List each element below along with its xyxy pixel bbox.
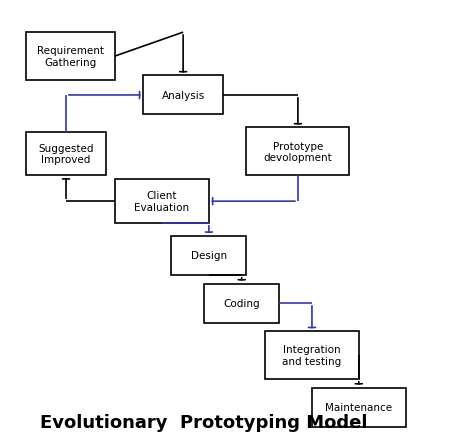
Text: Design: Design [191,251,227,261]
FancyBboxPatch shape [246,128,349,176]
Text: Requirement
Gathering: Requirement Gathering [37,46,104,67]
Text: Maintenance: Maintenance [325,402,392,412]
Text: Client
Evaluation: Client Evaluation [135,191,190,212]
FancyBboxPatch shape [204,284,279,323]
Text: Evolutionary  Prototyping Model: Evolutionary Prototyping Model [40,413,368,431]
Text: Prototype
devolopment: Prototype devolopment [264,141,332,163]
Text: Coding: Coding [223,298,260,308]
FancyBboxPatch shape [115,180,209,223]
FancyBboxPatch shape [265,332,359,379]
FancyBboxPatch shape [143,76,223,115]
Text: Suggested
Improved: Suggested Improved [38,143,94,165]
Text: Analysis: Analysis [162,91,205,101]
FancyBboxPatch shape [312,388,406,427]
FancyBboxPatch shape [26,133,106,176]
Text: Integration
and testing: Integration and testing [283,344,342,366]
FancyBboxPatch shape [172,236,246,275]
FancyBboxPatch shape [26,33,115,81]
